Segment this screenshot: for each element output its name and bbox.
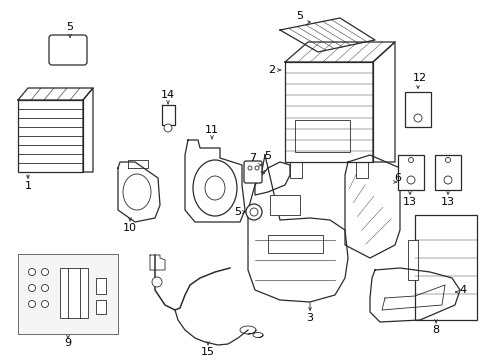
- Bar: [269, 195, 299, 215]
- Circle shape: [41, 284, 48, 292]
- Polygon shape: [18, 88, 93, 100]
- Text: 5: 5: [296, 11, 303, 21]
- Bar: [18, 100, 83, 172]
- Circle shape: [254, 166, 259, 170]
- Bar: [407, 240, 417, 280]
- Circle shape: [28, 284, 36, 292]
- Text: 6: 6: [394, 173, 401, 183]
- Polygon shape: [289, 162, 302, 178]
- Circle shape: [413, 114, 421, 122]
- Text: 15: 15: [201, 347, 215, 357]
- Polygon shape: [247, 155, 347, 302]
- Bar: [414, 215, 476, 320]
- Text: 5: 5: [264, 151, 271, 161]
- Text: 4: 4: [459, 285, 466, 295]
- Polygon shape: [118, 162, 160, 222]
- Circle shape: [406, 176, 414, 184]
- Polygon shape: [345, 155, 399, 258]
- Circle shape: [249, 208, 258, 216]
- Circle shape: [445, 158, 449, 162]
- Text: 13: 13: [440, 197, 454, 207]
- Circle shape: [407, 158, 413, 162]
- Circle shape: [41, 301, 48, 307]
- Polygon shape: [128, 160, 148, 168]
- Text: 13: 13: [402, 197, 416, 207]
- Circle shape: [247, 166, 251, 170]
- Text: 14: 14: [161, 90, 175, 100]
- Polygon shape: [150, 255, 164, 270]
- Polygon shape: [285, 42, 394, 62]
- Polygon shape: [184, 140, 244, 222]
- Circle shape: [245, 204, 262, 220]
- FancyBboxPatch shape: [244, 161, 262, 183]
- Circle shape: [28, 269, 36, 275]
- Text: 5: 5: [66, 22, 73, 32]
- Bar: [96, 300, 106, 314]
- Text: 10: 10: [123, 223, 137, 233]
- Polygon shape: [381, 285, 444, 310]
- Bar: [285, 62, 372, 162]
- Text: 2: 2: [268, 65, 275, 75]
- Ellipse shape: [193, 160, 237, 216]
- Bar: [96, 278, 106, 294]
- Polygon shape: [355, 162, 367, 178]
- Bar: [294, 120, 349, 152]
- Text: 5: 5: [234, 207, 241, 217]
- FancyBboxPatch shape: [49, 35, 87, 65]
- Text: 12: 12: [412, 73, 426, 83]
- Circle shape: [443, 176, 451, 184]
- Bar: [18, 254, 118, 334]
- Polygon shape: [83, 88, 93, 172]
- Ellipse shape: [204, 176, 224, 200]
- Polygon shape: [280, 18, 374, 52]
- Bar: [434, 155, 460, 190]
- Text: 9: 9: [64, 338, 71, 348]
- Text: 1: 1: [24, 181, 31, 191]
- Polygon shape: [372, 42, 394, 162]
- Ellipse shape: [123, 174, 151, 210]
- Circle shape: [41, 269, 48, 275]
- Polygon shape: [369, 268, 459, 322]
- Bar: [404, 92, 430, 127]
- Polygon shape: [254, 162, 289, 195]
- Text: 3: 3: [306, 313, 313, 323]
- Bar: [267, 235, 323, 253]
- Text: 8: 8: [431, 325, 439, 335]
- Bar: [60, 268, 88, 318]
- Circle shape: [163, 124, 172, 132]
- Polygon shape: [162, 105, 175, 125]
- Text: 7: 7: [249, 153, 256, 163]
- Circle shape: [152, 277, 162, 287]
- Bar: [397, 155, 423, 190]
- Text: 11: 11: [204, 125, 219, 135]
- Circle shape: [28, 301, 36, 307]
